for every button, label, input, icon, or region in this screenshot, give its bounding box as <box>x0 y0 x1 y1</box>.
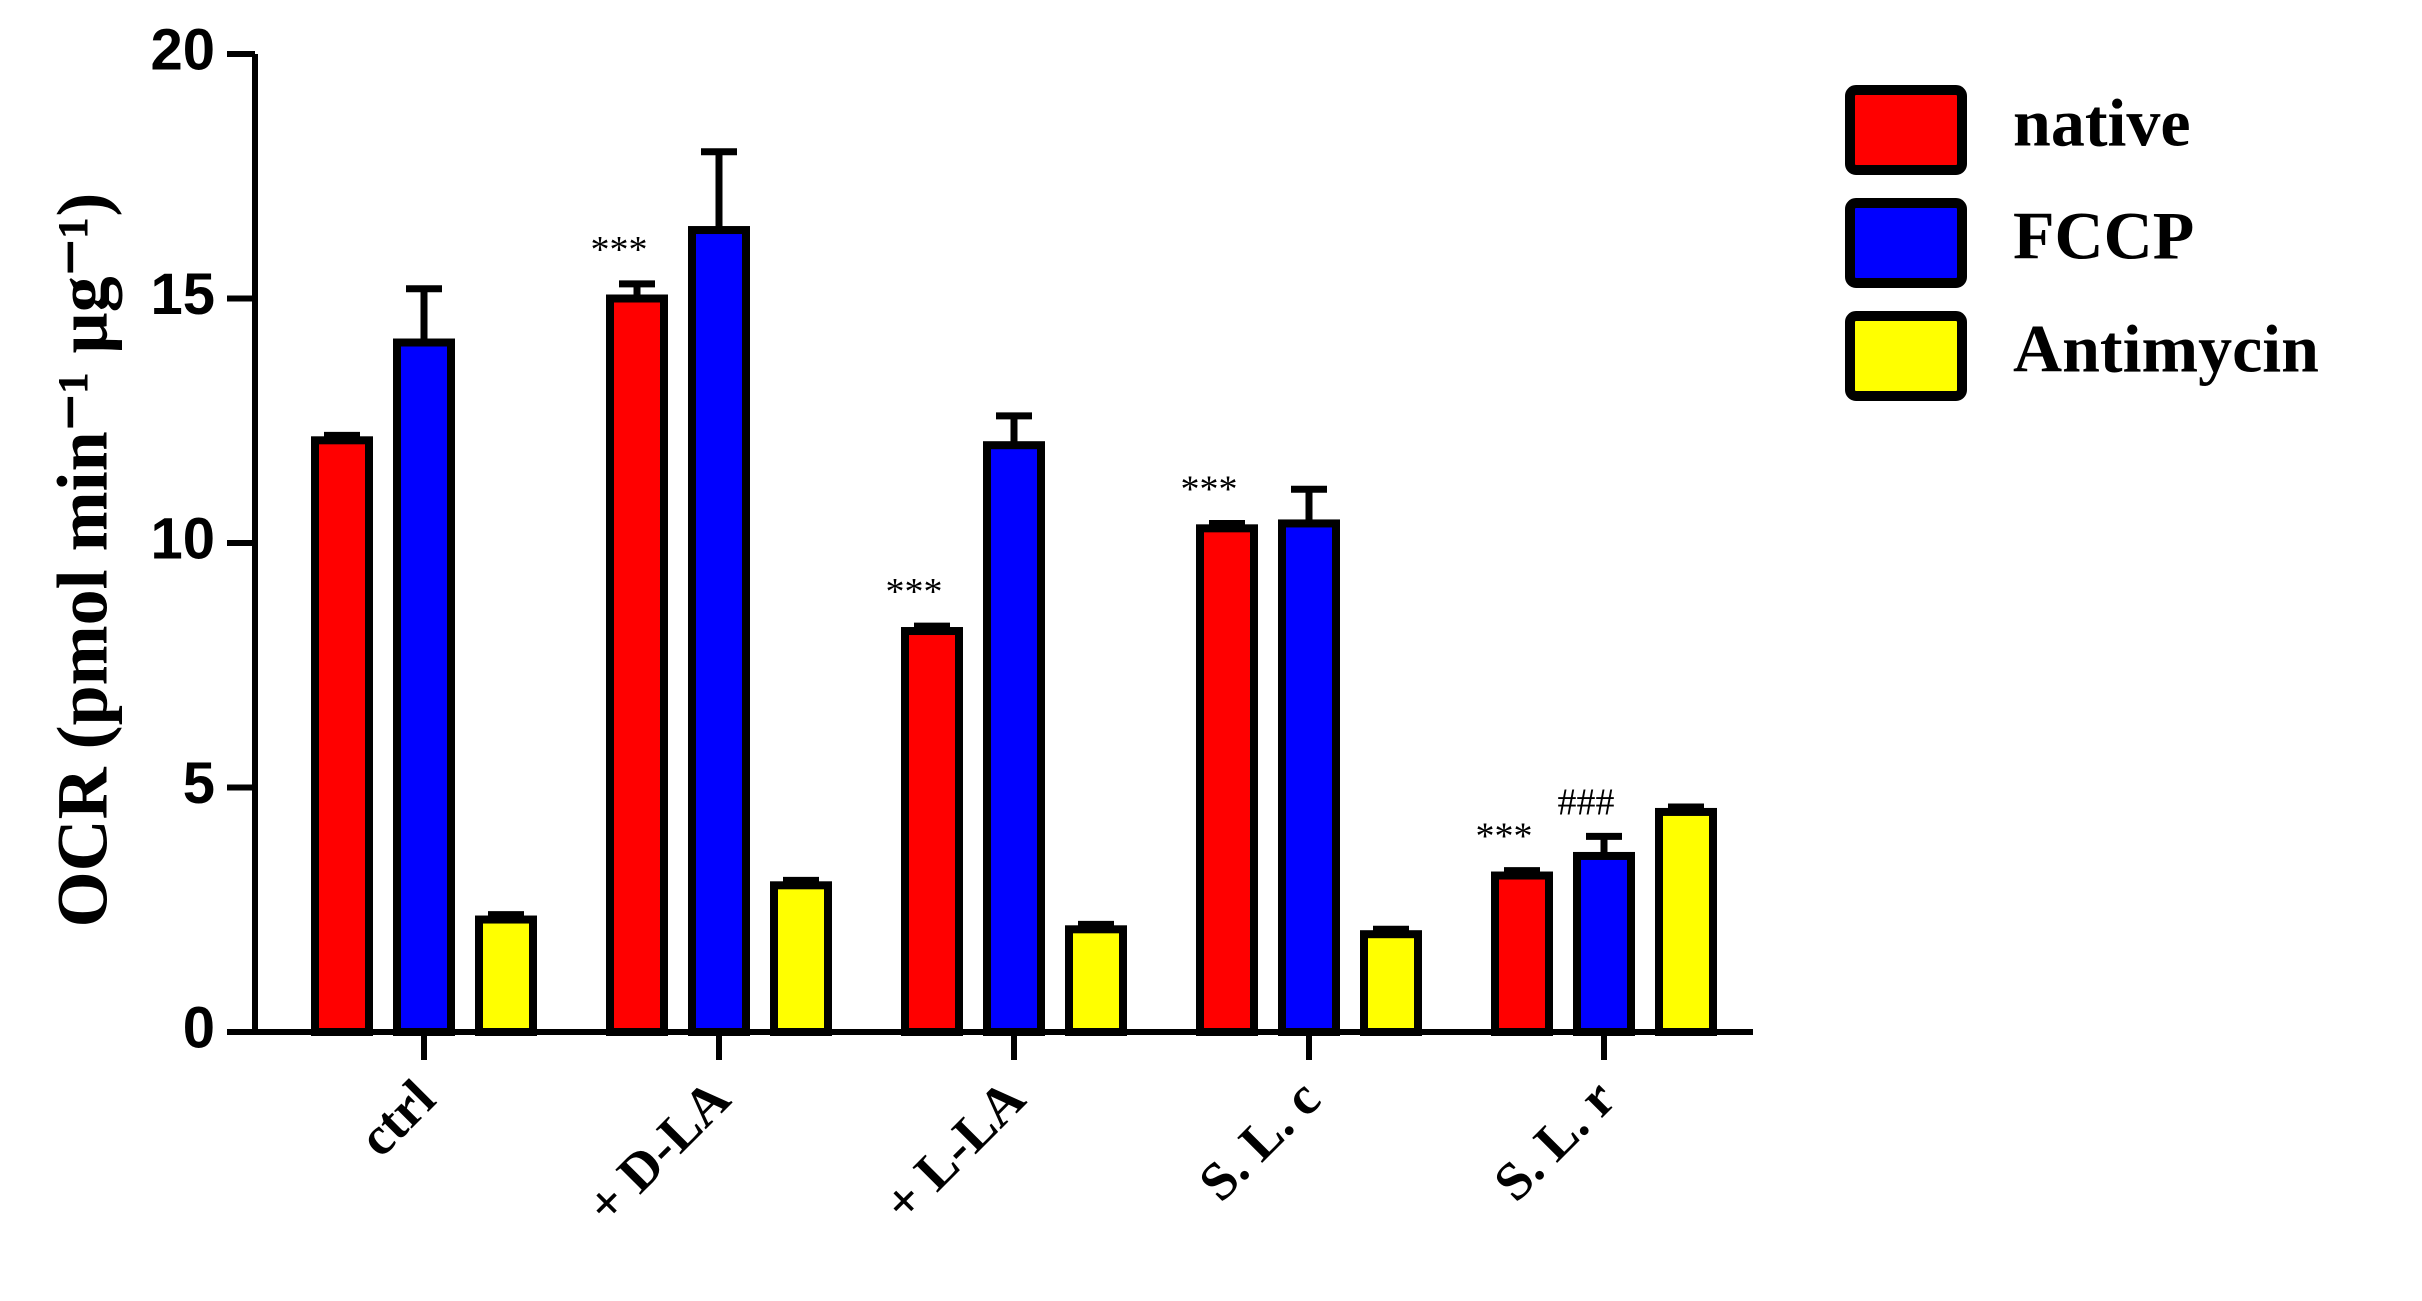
bar <box>1065 925 1127 1036</box>
y-tick-label: 5 <box>183 751 215 816</box>
legend-swatch <box>1845 311 1967 401</box>
annotation: *** <box>591 229 648 271</box>
x-tick-label: + L-LA <box>872 1068 1037 1233</box>
legend-swatch <box>1845 198 1967 288</box>
legend-swatch <box>1845 85 1967 175</box>
annotation: *** <box>1181 468 1238 510</box>
bar <box>1360 930 1422 1037</box>
bar <box>393 338 455 1036</box>
annotation: *** <box>886 571 943 613</box>
bar <box>475 915 537 1037</box>
legend-label: FCCP <box>2013 198 2194 274</box>
bar <box>770 881 832 1036</box>
y-tick-label: 20 <box>150 17 215 82</box>
bar <box>1573 851 1635 1037</box>
bar <box>901 627 963 1037</box>
y-tick-label: 0 <box>183 995 215 1060</box>
bar <box>606 294 668 1036</box>
legend-label: native <box>2013 85 2191 161</box>
x-tick-label: + D-LA <box>574 1068 741 1235</box>
bar <box>311 436 373 1036</box>
bar <box>1655 807 1717 1037</box>
legend-label: Antimycin <box>2013 311 2319 387</box>
bar <box>1491 871 1553 1037</box>
x-tick-label: S. L. c <box>1187 1068 1331 1212</box>
x-tick-label: ctrl <box>347 1068 447 1168</box>
y-tick-label: 10 <box>150 506 215 571</box>
bar <box>1196 524 1258 1037</box>
y-axis-label: OCR (pmol min⁻¹ µg⁻¹) <box>43 193 123 928</box>
bar <box>983 441 1045 1036</box>
annotation: ### <box>1558 781 1615 823</box>
annotation: *** <box>1476 816 1533 858</box>
x-tick-label: S. L. r <box>1482 1068 1626 1212</box>
bar <box>688 226 750 1037</box>
bar <box>1278 519 1340 1036</box>
y-tick-label: 15 <box>150 262 215 327</box>
